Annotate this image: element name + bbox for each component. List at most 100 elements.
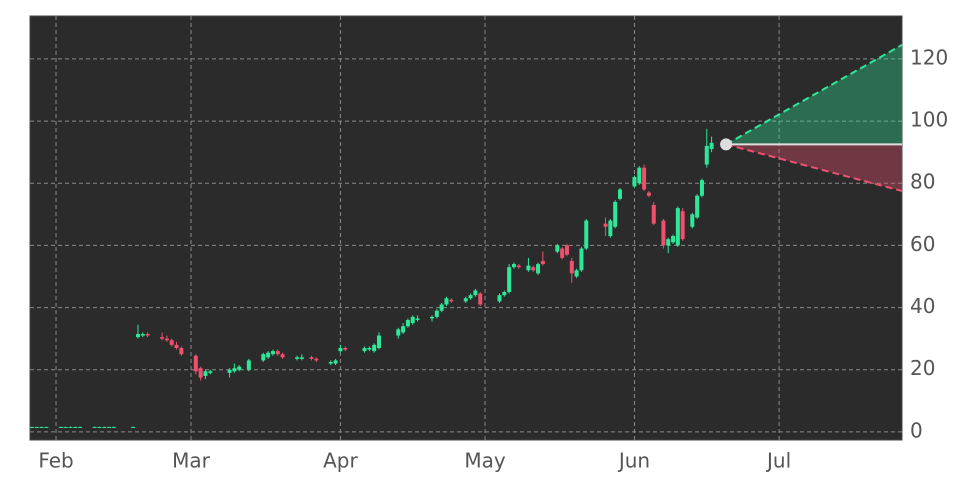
forecast-start-dot	[720, 138, 733, 151]
candle-body	[415, 318, 420, 321]
candle-body	[203, 371, 208, 376]
candle-body	[579, 248, 584, 271]
candle-body	[511, 264, 516, 268]
candle-body	[164, 338, 169, 341]
candle-body	[680, 211, 685, 240]
candle-body	[227, 369, 232, 373]
candle-body	[58, 426, 63, 428]
candle-body	[367, 347, 372, 350]
candle-body	[439, 304, 444, 311]
y-tick-label: 120	[910, 45, 948, 69]
candle-body	[280, 354, 285, 358]
candle-body	[613, 201, 618, 227]
candle-body	[661, 220, 666, 246]
candle-body	[193, 355, 198, 372]
candle-body	[343, 347, 348, 350]
marks	[29, 44, 903, 428]
candle-body	[507, 267, 512, 293]
candle-body	[675, 208, 680, 246]
candle-body	[140, 334, 145, 336]
candle-body	[63, 426, 68, 428]
plot-area	[29, 15, 903, 441]
candle-body	[174, 344, 179, 348]
candle-body	[97, 426, 102, 428]
candle-body	[502, 292, 507, 296]
y-tick-label: 40	[910, 294, 935, 318]
candle-body	[666, 239, 671, 246]
candle-body	[135, 334, 140, 338]
candle-body	[261, 354, 266, 361]
candle-body	[295, 357, 300, 359]
x-tick-label: Feb	[38, 449, 73, 473]
candle-body	[430, 316, 435, 319]
candle-body	[314, 358, 319, 361]
candle-body	[396, 329, 401, 336]
grid	[30, 16, 902, 440]
candle-body	[560, 248, 565, 258]
candle-body	[232, 368, 237, 372]
candle-body	[44, 426, 49, 428]
candle-body	[526, 265, 531, 271]
y-tick-label: 100	[910, 108, 948, 132]
candle-body	[266, 352, 271, 358]
candle-body	[372, 344, 377, 352]
candle-body	[39, 426, 44, 428]
candle-body	[73, 426, 78, 428]
candle-body	[651, 204, 656, 224]
candle-body	[463, 298, 468, 302]
candle-body	[410, 316, 415, 324]
candle-body	[444, 298, 449, 305]
candle-body	[569, 260, 574, 274]
candle-body	[309, 357, 314, 359]
candle-body	[78, 426, 83, 428]
candle-body	[603, 223, 608, 227]
candle-body	[608, 220, 613, 237]
candle-body	[237, 366, 242, 370]
candle-body	[111, 426, 116, 428]
y-tick-label: 0	[910, 418, 923, 442]
candle-body	[449, 299, 454, 302]
candle-body	[107, 426, 112, 428]
candle-body	[179, 347, 184, 355]
candle-body	[376, 335, 381, 348]
candle-body	[246, 360, 251, 370]
candle-body	[275, 351, 280, 355]
candle-body	[473, 290, 478, 296]
candle-body	[540, 260, 545, 265]
x-tick-label: Jul	[765, 449, 791, 473]
candle-body	[516, 265, 521, 268]
candle-body	[699, 180, 704, 196]
candle-body	[102, 426, 107, 428]
x-tick-label: Apr	[323, 449, 358, 473]
candle-body	[642, 167, 647, 190]
candle-body	[208, 371, 213, 373]
candle-body	[646, 192, 651, 196]
candle-body	[564, 245, 569, 255]
candle-body	[434, 310, 439, 317]
candle-body	[92, 426, 97, 428]
candle-body	[270, 351, 275, 355]
x-tick-label: Mar	[172, 449, 211, 473]
x-tick-label: May	[464, 449, 506, 473]
candle-body	[637, 167, 642, 184]
labels: 0 20 40 60 80 100 120 Feb Mar Apr May Jun Jul	[38, 45, 948, 472]
candle-body	[299, 357, 304, 359]
candle-body	[632, 177, 637, 187]
candle-body	[333, 360, 338, 364]
candle-body	[704, 145, 709, 165]
candle-body	[671, 236, 676, 243]
candle-body	[401, 326, 406, 333]
candle-body	[328, 361, 333, 364]
candle-body	[68, 426, 73, 428]
candle-body	[531, 267, 536, 271]
candle-body	[405, 320, 410, 327]
candle-body	[362, 347, 367, 352]
candle-body	[160, 337, 165, 339]
candle-body	[468, 295, 473, 299]
candle-body	[618, 189, 623, 199]
candle-body	[584, 220, 589, 249]
candle-body	[145, 334, 150, 336]
candle-body	[536, 264, 541, 274]
candle-body	[131, 426, 136, 428]
y-tick-label: 20	[910, 356, 935, 380]
